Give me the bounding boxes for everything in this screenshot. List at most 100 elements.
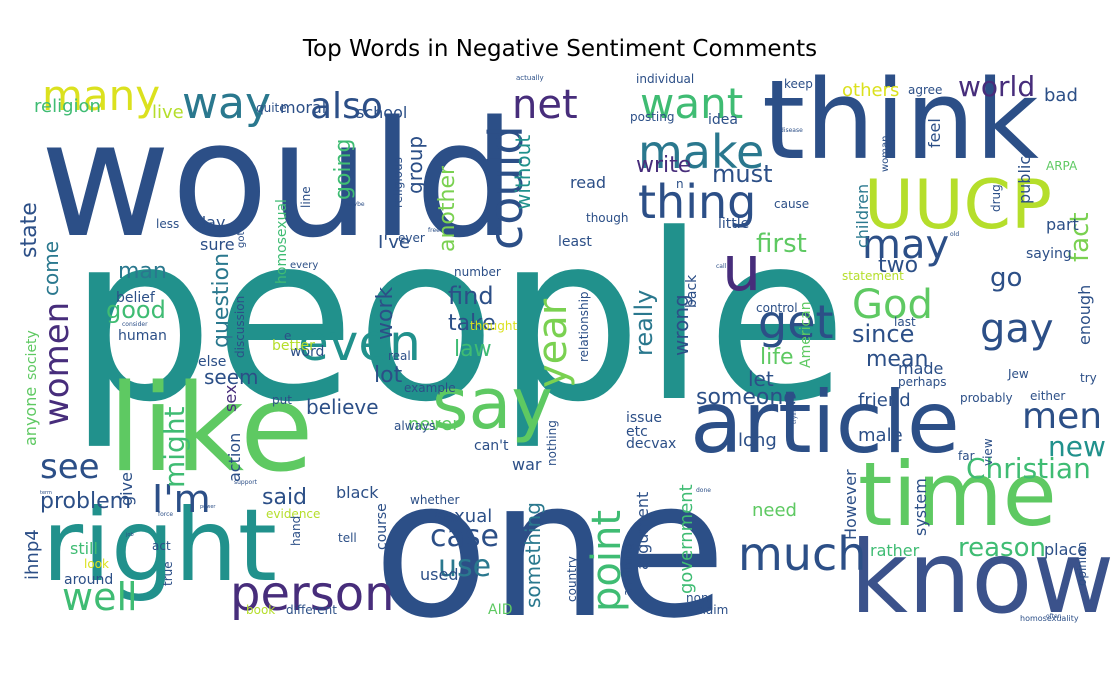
cloud-word-even: even: [298, 314, 421, 372]
cloud-word-n: n: [676, 177, 684, 191]
cloud-word-call: call: [716, 263, 727, 270]
cloud-word-human: human: [118, 328, 167, 344]
cloud-word-time: time: [858, 443, 1057, 546]
cloud-word-live: live: [152, 102, 184, 123]
cloud-word-around: around: [64, 572, 113, 588]
cloud-word-free: free: [428, 227, 440, 234]
cloud-word-war: war: [512, 455, 542, 474]
cloud-word-moral: moral: [280, 98, 326, 117]
cloud-word-way: way: [182, 78, 271, 129]
cloud-word-male: male: [858, 425, 903, 446]
cloud-word-uucp: UUCP: [864, 166, 1052, 245]
cloud-word-example: example: [404, 381, 456, 395]
cloud-word-make: make: [638, 125, 764, 179]
cloud-word-decvax: decvax: [626, 436, 676, 452]
cloud-word-people: people: [68, 186, 848, 453]
cloud-word-issue: issue: [626, 410, 662, 426]
cloud-word-government: government: [676, 484, 697, 594]
cloud-word-article: article: [690, 373, 960, 473]
cloud-word-power: power: [200, 504, 216, 510]
cloud-word-society: society: [24, 330, 40, 380]
cloud-word-agree: agree: [908, 83, 942, 97]
cloud-word-another: another: [435, 165, 460, 252]
cloud-word-friend: friend: [858, 390, 911, 411]
cloud-word-take: take: [448, 311, 496, 336]
cloud-word-school: school: [356, 103, 407, 122]
cloud-word-believe: believe: [306, 395, 379, 419]
chart-title: Top Words in Negative Sentiment Comments: [302, 36, 818, 62]
cloud-word-mean: mean: [866, 347, 928, 372]
cloud-word-nothing: nothing: [545, 420, 559, 466]
cloud-word-less: less: [156, 217, 179, 231]
cloud-word-world: world: [958, 70, 1035, 103]
cloud-word-anyone: anyone: [21, 387, 40, 446]
cloud-word-relationship: relationship: [577, 291, 591, 362]
cloud-word-come: come: [39, 241, 63, 296]
cloud-word-anything: anything: [621, 543, 635, 596]
cloud-word-state: state: [17, 202, 42, 258]
cloud-word-group: group: [403, 136, 427, 194]
cloud-word-statement: statement: [842, 269, 904, 283]
cloud-word-would: would: [40, 86, 516, 273]
cloud-word-know: know: [850, 519, 1114, 636]
cloud-word-think: think: [762, 56, 1039, 184]
cloud-word-saying: saying: [1026, 246, 1072, 262]
cloud-word-sexual: sexual: [434, 506, 492, 527]
cloud-word-problem: problem: [40, 489, 131, 514]
cloud-word-sex: sex: [221, 385, 240, 412]
cloud-word-put: put: [272, 393, 292, 407]
cloud-word-write: write: [636, 153, 691, 178]
cloud-word-view: view: [981, 438, 995, 466]
cloud-word-real: real: [388, 349, 411, 363]
cloud-word-discussion: discussion: [233, 296, 247, 358]
cloud-word-often: often: [1046, 613, 1062, 620]
cloud-word-rather: rather: [870, 541, 920, 560]
cloud-word-every: every: [290, 260, 318, 271]
cloud-word-idea: idea: [708, 112, 738, 128]
cloud-word-though: though: [586, 211, 628, 225]
cloud-word-may: may: [862, 222, 949, 268]
cloud-word-little: little: [718, 216, 749, 232]
cloud-word-i-ve: I've: [378, 232, 410, 253]
cloud-word-u: u: [722, 232, 761, 305]
cloud-word-e: e: [284, 329, 291, 343]
cloud-word-argument: argument: [633, 492, 652, 570]
cloud-word-far: far: [958, 449, 975, 463]
cloud-word-try: try: [1080, 371, 1097, 385]
cloud-word-seem: seem: [204, 365, 259, 389]
cloud-word-least: least: [558, 234, 592, 250]
cloud-word-control: control: [756, 301, 798, 315]
cloud-word-system: system: [911, 478, 930, 536]
cloud-word-always: always: [394, 419, 435, 433]
cloud-word-look: look: [84, 557, 109, 571]
cloud-word-day: day: [196, 213, 225, 232]
cloud-word-keep: keep: [784, 77, 813, 91]
cloud-word-say: say: [432, 363, 553, 445]
cloud-word-posting: posting: [630, 110, 674, 124]
cloud-word-opinion: opinion: [1075, 542, 1089, 586]
cloud-word-aid: AID: [488, 602, 513, 618]
cloud-word-arpa: ARPA: [1046, 159, 1078, 173]
cloud-word-trying: trying: [791, 406, 798, 424]
cloud-word-two: two: [878, 253, 918, 278]
cloud-word-wrong: wrong: [669, 294, 693, 356]
cloud-word-tell: tell: [338, 531, 357, 545]
cloud-word-country: country: [565, 556, 579, 602]
cloud-word-lot: lot: [374, 363, 403, 388]
cloud-word-go: go: [990, 263, 1022, 293]
cloud-word-drug: drug: [989, 184, 1003, 212]
cloud-word-probably: probably: [960, 391, 1013, 405]
cloud-word-else: else: [198, 354, 226, 370]
cloud-word-i-m: I'm: [152, 477, 211, 521]
cloud-word-year: year: [530, 298, 576, 388]
cloud-word-god: God: [852, 282, 933, 328]
cloud-word-support: support: [234, 479, 258, 486]
cloud-word-life: life: [760, 345, 794, 370]
cloud-word-last: last: [894, 315, 916, 329]
cloud-word-many: many: [42, 71, 160, 120]
cloud-word-however: However: [841, 469, 860, 540]
cloud-word-can-t: can't: [474, 438, 509, 454]
cloud-word-someone: someone: [696, 385, 797, 410]
cloud-word-actually: actually: [516, 74, 544, 82]
cloud-word-thought: thought: [470, 319, 517, 333]
